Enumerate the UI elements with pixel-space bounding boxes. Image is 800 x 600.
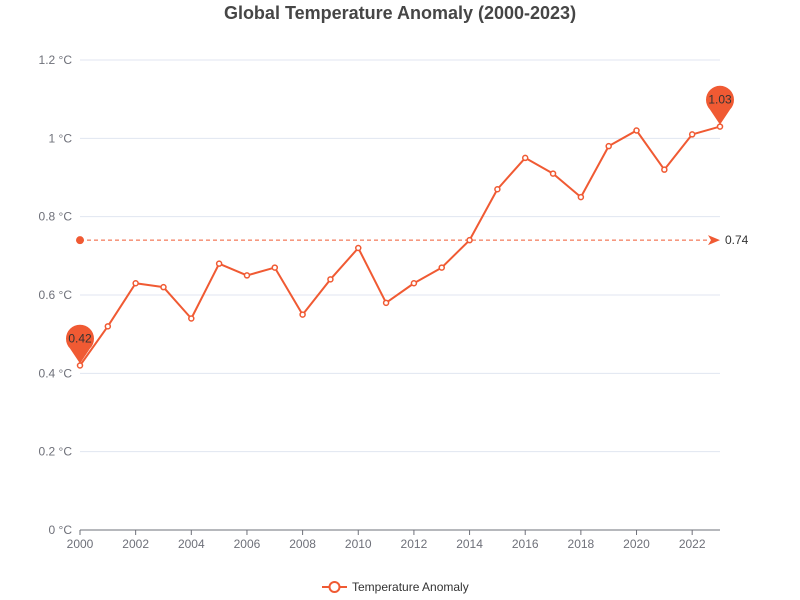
data-point[interactable] <box>438 264 445 271</box>
y-tick-label: 0.8 °C <box>39 210 73 224</box>
x-tick-label: 2004 <box>178 537 205 551</box>
data-point[interactable] <box>327 276 334 283</box>
x-tick-label: 2006 <box>234 537 261 551</box>
x-tick-label: 2000 <box>67 537 94 551</box>
mark-line-start-dot <box>76 236 84 245</box>
pin-shape <box>706 85 735 125</box>
data-point[interactable] <box>243 272 251 279</box>
x-tick-label: 2008 <box>289 537 316 551</box>
series-temperature-anomaly <box>76 123 724 369</box>
x-tick-label: 2012 <box>401 537 428 551</box>
data-point[interactable] <box>76 362 84 369</box>
x-tick-label: 2020 <box>623 537 650 551</box>
y-tick-label: 0 °C <box>49 523 73 537</box>
data-point[interactable] <box>132 280 139 287</box>
data-point[interactable] <box>466 236 473 244</box>
y-tick-label: 1.2 °C <box>39 53 73 67</box>
mark-point-pin[interactable]: 1.03 <box>706 85 735 125</box>
data-point[interactable] <box>410 280 418 287</box>
y-tick-label: 1 °C <box>49 131 73 145</box>
chart-title: Global Temperature Anomaly (2000-2023) <box>223 3 577 23</box>
x-tick-label: 2016 <box>512 537 539 551</box>
legend-label: Temperature Anomaly <box>352 580 469 594</box>
data-point[interactable] <box>355 244 362 252</box>
pin-label: 1.03 <box>708 93 732 107</box>
x-axis: 2000 2002 2004 2006 2008 2010 2012 2014 2016 2018… <box>67 529 720 551</box>
data-point[interactable] <box>716 123 724 130</box>
mark-point-pin[interactable]: 0.42 <box>66 324 94 364</box>
legend-symbol-circle <box>328 581 341 593</box>
mark-points: 0.42 1.03 <box>66 85 735 364</box>
data-point[interactable] <box>605 142 612 150</box>
data-point[interactable] <box>382 299 390 307</box>
pin-label: 0.42 <box>68 332 92 346</box>
data-point[interactable] <box>160 283 167 291</box>
y-tick-label: 0.4 °C <box>39 366 73 380</box>
x-tick-label: 2022 <box>679 537 706 551</box>
y-axis: 0 °C 0.2 °C 0.4 °C 0.6 °C 0.8 °C 1 °C 1.2 °C <box>39 53 73 537</box>
data-point[interactable] <box>299 311 306 318</box>
pin-shape <box>66 324 94 364</box>
data-point[interactable] <box>577 193 585 201</box>
data-point[interactable] <box>633 127 640 134</box>
average-mark-line: 0.74 <box>76 233 749 247</box>
x-tick-label: 2010 <box>345 537 372 551</box>
mark-line-label: 0.74 <box>725 233 749 247</box>
data-point[interactable] <box>215 260 223 267</box>
x-tick-label: 2002 <box>122 537 149 551</box>
x-tick-label: 2014 <box>456 537 483 551</box>
legend[interactable]: Temperature Anomaly <box>322 580 469 594</box>
grid-lines <box>80 59 720 453</box>
x-tick-label: 2018 <box>568 537 595 551</box>
mark-line-arrow <box>708 235 720 246</box>
data-point[interactable] <box>661 166 668 173</box>
series-line <box>79 125 721 367</box>
data-point[interactable] <box>271 264 279 271</box>
data-point[interactable] <box>494 186 501 193</box>
data-point[interactable] <box>521 154 529 162</box>
data-point[interactable] <box>688 131 696 138</box>
y-tick-label: 0.6 °C <box>39 288 73 302</box>
data-point[interactable] <box>188 315 195 322</box>
data-point[interactable] <box>549 170 557 177</box>
y-tick-label: 0.2 °C <box>39 445 73 459</box>
data-point[interactable] <box>104 323 112 330</box>
